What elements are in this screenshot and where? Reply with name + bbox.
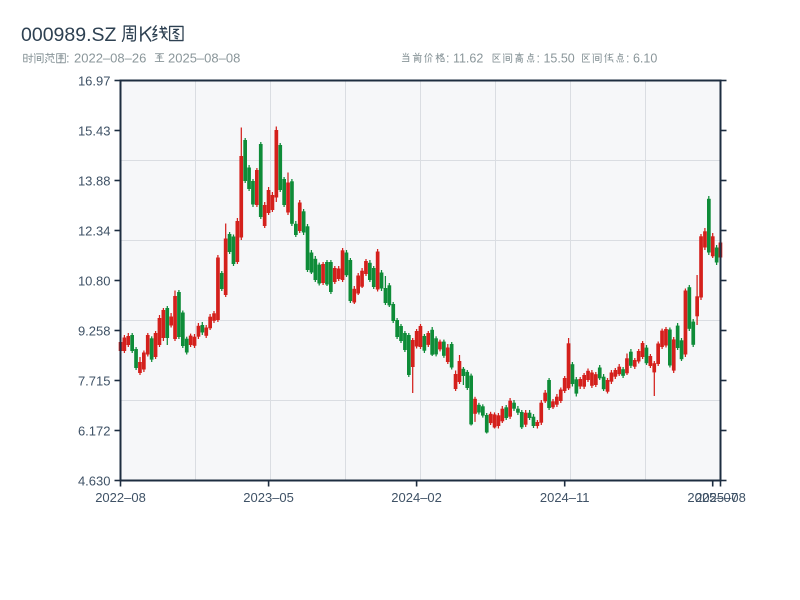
svg-text:2025–08–08: 2025–08–08	[168, 51, 240, 66]
svg-text:9.258: 9.258	[78, 323, 111, 338]
svg-text:2024–02: 2024–02	[391, 490, 442, 505]
svg-text:7.715: 7.715	[78, 373, 111, 388]
svg-text:13.88: 13.88	[78, 173, 111, 188]
svg-text:12.34: 12.34	[78, 223, 111, 238]
svg-text:: 6.10: : 6.10	[626, 52, 657, 66]
svg-text:2024–11: 2024–11	[540, 490, 590, 505]
svg-text:2023–05: 2023–05	[243, 490, 294, 505]
svg-text::: :	[66, 51, 70, 66]
svg-text:000989.SZ: 000989.SZ	[21, 24, 116, 46]
svg-text:2025–07: 2025–07	[687, 490, 738, 505]
svg-text:: 15.50: : 15.50	[537, 52, 575, 66]
svg-text:4.630: 4.630	[78, 473, 111, 488]
svg-text:2025–08: 2025–08	[695, 490, 746, 505]
svg-text:10.80: 10.80	[78, 273, 111, 288]
svg-text:15.43: 15.43	[78, 123, 111, 138]
svg-text:2022–08–26: 2022–08–26	[74, 51, 146, 66]
svg-text:2022–08: 2022–08	[95, 490, 146, 505]
svg-text:6.172: 6.172	[78, 423, 111, 438]
svg-text:16.97: 16.97	[78, 73, 111, 88]
svg-text:: 11.62: : 11.62	[446, 52, 483, 66]
